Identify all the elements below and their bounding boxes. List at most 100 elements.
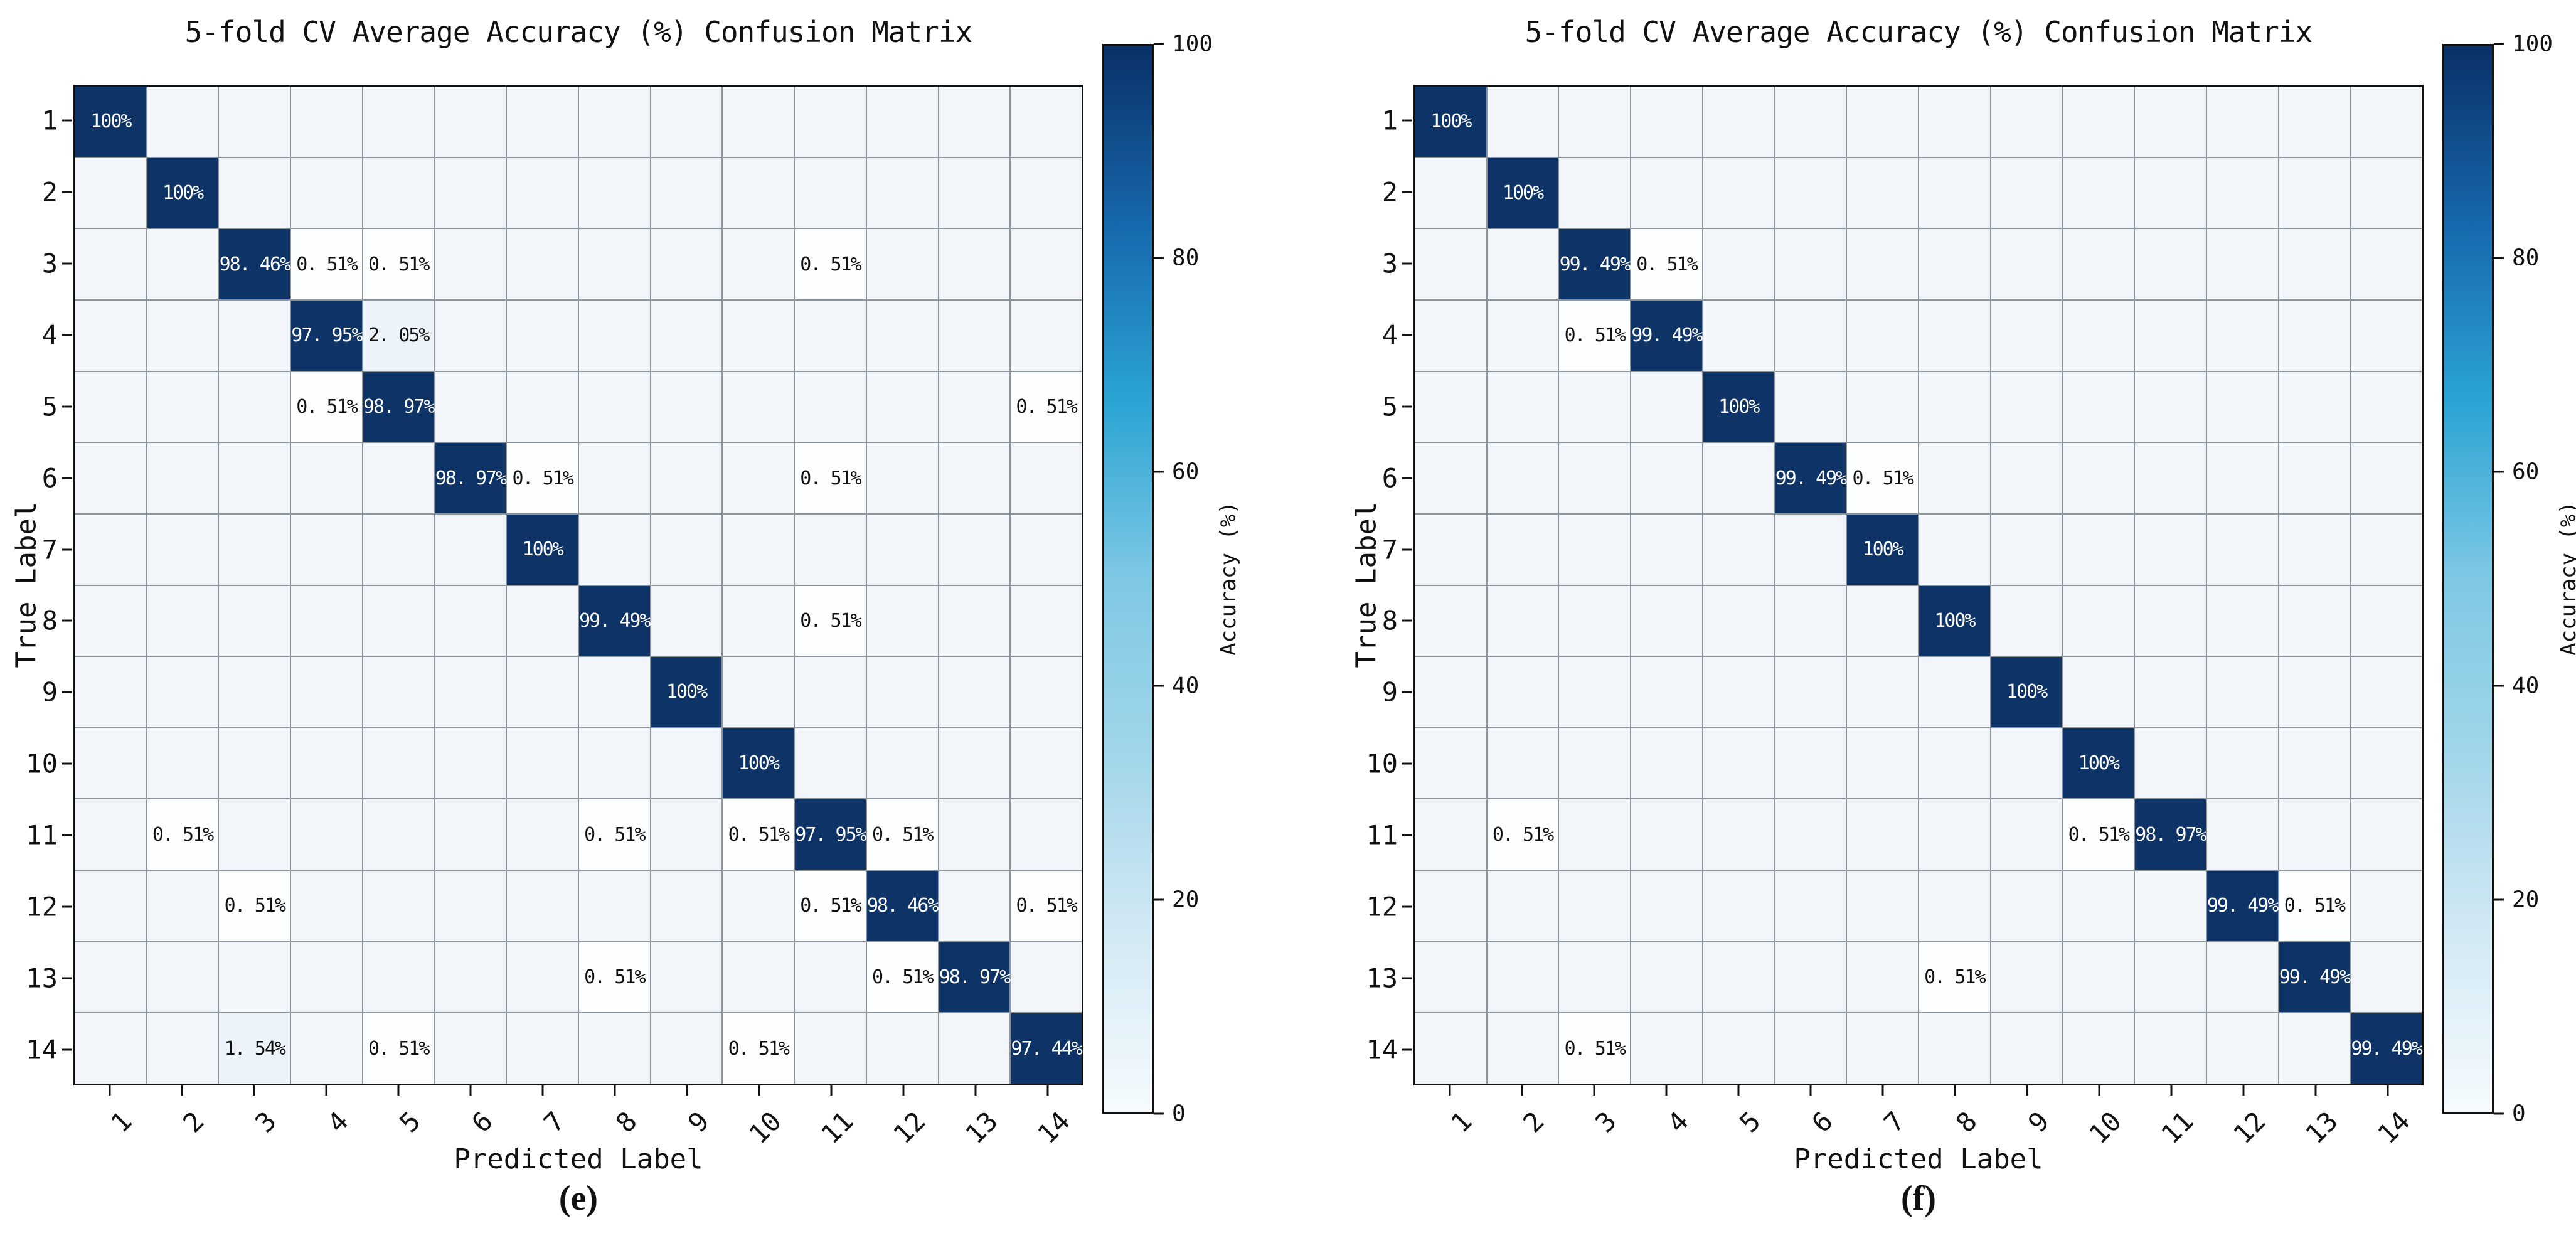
matrix-cell [795,1013,866,1084]
matrix-cell [507,87,578,157]
matrix-cell [2206,1013,2278,1084]
matrix-cell [75,728,146,799]
matrix-cell [2279,157,2350,228]
matrix-cell [579,728,650,799]
matrix-cell [2063,1013,2134,1084]
y-axis-label: True Label [1350,501,1383,668]
matrix-cell [2279,229,2350,299]
matrix-cell [1415,657,1486,727]
y-tick-mark [62,762,72,765]
matrix-cell [939,871,1010,941]
matrix-cell [75,514,146,585]
matrix-cell: 0. 51% [363,1013,434,1084]
y-tick-mark [62,619,72,622]
matrix-cell [1011,942,1082,1013]
matrix-cell [2206,371,2278,442]
matrix-cell [1703,443,1774,513]
matrix-cell [939,514,1010,585]
y-tick-label: 5 [1381,391,1398,422]
matrix-cell [1011,87,1082,157]
y-tick-label: 4 [41,319,58,351]
matrix-cell: 100% [1487,157,1558,228]
matrix-cell [2135,371,2206,442]
matrix-cell [147,443,218,513]
matrix-cell [1991,1013,2062,1084]
matrix-cell [507,300,578,371]
matrix-cell: 0. 51% [723,799,794,870]
matrix-cell [1631,1013,1702,1084]
matrix-cell [75,871,146,941]
matrix-cell [1559,157,1631,228]
matrix-cell [651,514,722,585]
matrix-cell [1559,371,1631,442]
matrix-cell [1775,87,1846,157]
matrix-cell: 100% [1919,585,1990,656]
confusion-matrix-panel-e: 5-fold CV Average Accuracy (%) Confusion… [0,0,1242,1253]
matrix-cell: 0. 51% [1631,229,1702,299]
matrix-cell [507,728,578,799]
matrix-cell [1631,371,1702,442]
matrix-cell [1919,300,1990,371]
matrix-cell [1847,1013,1918,1084]
matrix-cell [579,1013,650,1084]
matrix-cell [1559,443,1631,513]
matrix-cell [1011,799,1082,870]
y-tick-label: 12 [1366,891,1398,922]
matrix-cell [795,157,866,228]
y-tick-mark [62,191,72,193]
matrix-cell [723,157,794,228]
y-tick-label: 1 [41,105,58,136]
matrix-cell [2351,300,2422,371]
y-tick-mark [1402,548,1412,551]
matrix-cell [1631,728,1702,799]
colorbar-tick-mark [2494,471,2504,473]
matrix-cell [723,942,794,1013]
matrix-cell [1487,443,1558,513]
matrix-cell [651,87,722,157]
matrix-cell [2206,300,2278,371]
matrix-cell [1631,514,1702,585]
matrix-cell: 100% [1415,87,1486,157]
matrix-cell [147,300,218,371]
matrix-cell [1775,871,1846,941]
matrix-cell [2351,799,2422,870]
matrix-cell [1487,300,1558,371]
matrix-cell [2206,443,2278,513]
matrix-cell [507,229,578,299]
x-tick-mark [325,1085,327,1096]
matrix-cell [1011,229,1082,299]
y-tick-label: 8 [1381,605,1398,636]
matrix-cell [2351,87,2422,157]
y-tick-label: 7 [41,534,58,565]
matrix-cell [1919,799,1990,870]
x-axis-label: Predicted Label [1794,1143,2043,1175]
subfigure-caption: (f) [1901,1179,1936,1218]
matrix-cell [1703,157,1774,228]
matrix-cell [2063,157,2134,228]
matrix-cell [1559,871,1631,941]
x-tick-mark [902,1085,904,1096]
matrix-cell [1559,585,1631,656]
y-tick-mark [1402,905,1412,908]
x-tick-label: 5 [393,1106,427,1139]
matrix-cell [1847,657,1918,727]
confusion-matrix-panel-f: 5-fold CV Average Accuracy (%) Confusion… [1340,0,2576,1253]
y-tick-mark [62,262,72,265]
colorbar-tick-label: 40 [2512,673,2540,699]
matrix-cell [435,371,506,442]
matrix-cell [2206,157,2278,228]
matrix-cell [363,87,434,157]
matrix-cell [1011,300,1082,371]
matrix-cell [1919,728,1990,799]
colorbar-tick-mark [2494,1112,2504,1115]
matrix-cell: 99. 49% [2279,942,2351,1013]
y-tick-label: 5 [41,391,58,422]
matrix-cell [651,585,722,656]
matrix-cell [2351,371,2422,442]
x-tick-mark [2314,1085,2316,1096]
matrix-cell [2279,300,2350,371]
matrix-cell [1703,514,1774,585]
matrix-cell [1919,1013,1990,1084]
matrix-cell [1847,229,1918,299]
